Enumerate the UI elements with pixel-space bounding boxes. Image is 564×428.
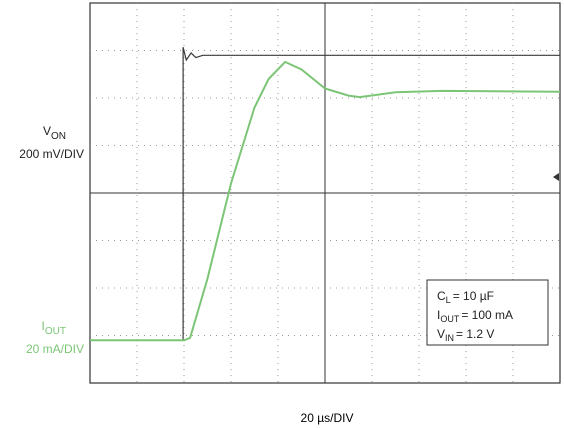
- trigger-marker: [553, 173, 559, 181]
- channel-name-sub: ON: [51, 131, 66, 142]
- annotation: CL = 10 µF: [437, 289, 494, 305]
- annotation-main: I: [437, 308, 440, 322]
- annotation-main: V: [437, 327, 445, 341]
- channel-name-main: I: [42, 319, 45, 333]
- channel-scale: 20 mA/DIV: [26, 342, 84, 356]
- x-axis-label: 20 µs/DIV: [301, 411, 354, 425]
- annotation-box: [426, 279, 549, 346]
- channel-name: VON: [43, 124, 66, 142]
- annotation-rest: = 10 µF: [453, 289, 494, 303]
- channel-name-main: V: [43, 124, 51, 138]
- annotation: VIN = 1.2 V: [437, 327, 494, 343]
- annotation-rest: = 1.2 V: [456, 327, 494, 341]
- channel-scale: 200 mV/DIV: [19, 147, 84, 161]
- waveform: [90, 47, 560, 341]
- annotation-main: C: [437, 289, 446, 303]
- channel-name-sub: OUT: [45, 326, 66, 337]
- annotation-sub: OUT: [440, 314, 460, 324]
- channel-name: IOUT: [42, 319, 66, 337]
- annotation: IOUT = 100 mA: [437, 308, 513, 324]
- annotation-sub: IN: [445, 333, 454, 343]
- grid: [90, 3, 560, 383]
- annotation-rest: = 100 mA: [461, 308, 513, 322]
- annotation-sub: L: [446, 295, 451, 305]
- waveform: [90, 60, 561, 342]
